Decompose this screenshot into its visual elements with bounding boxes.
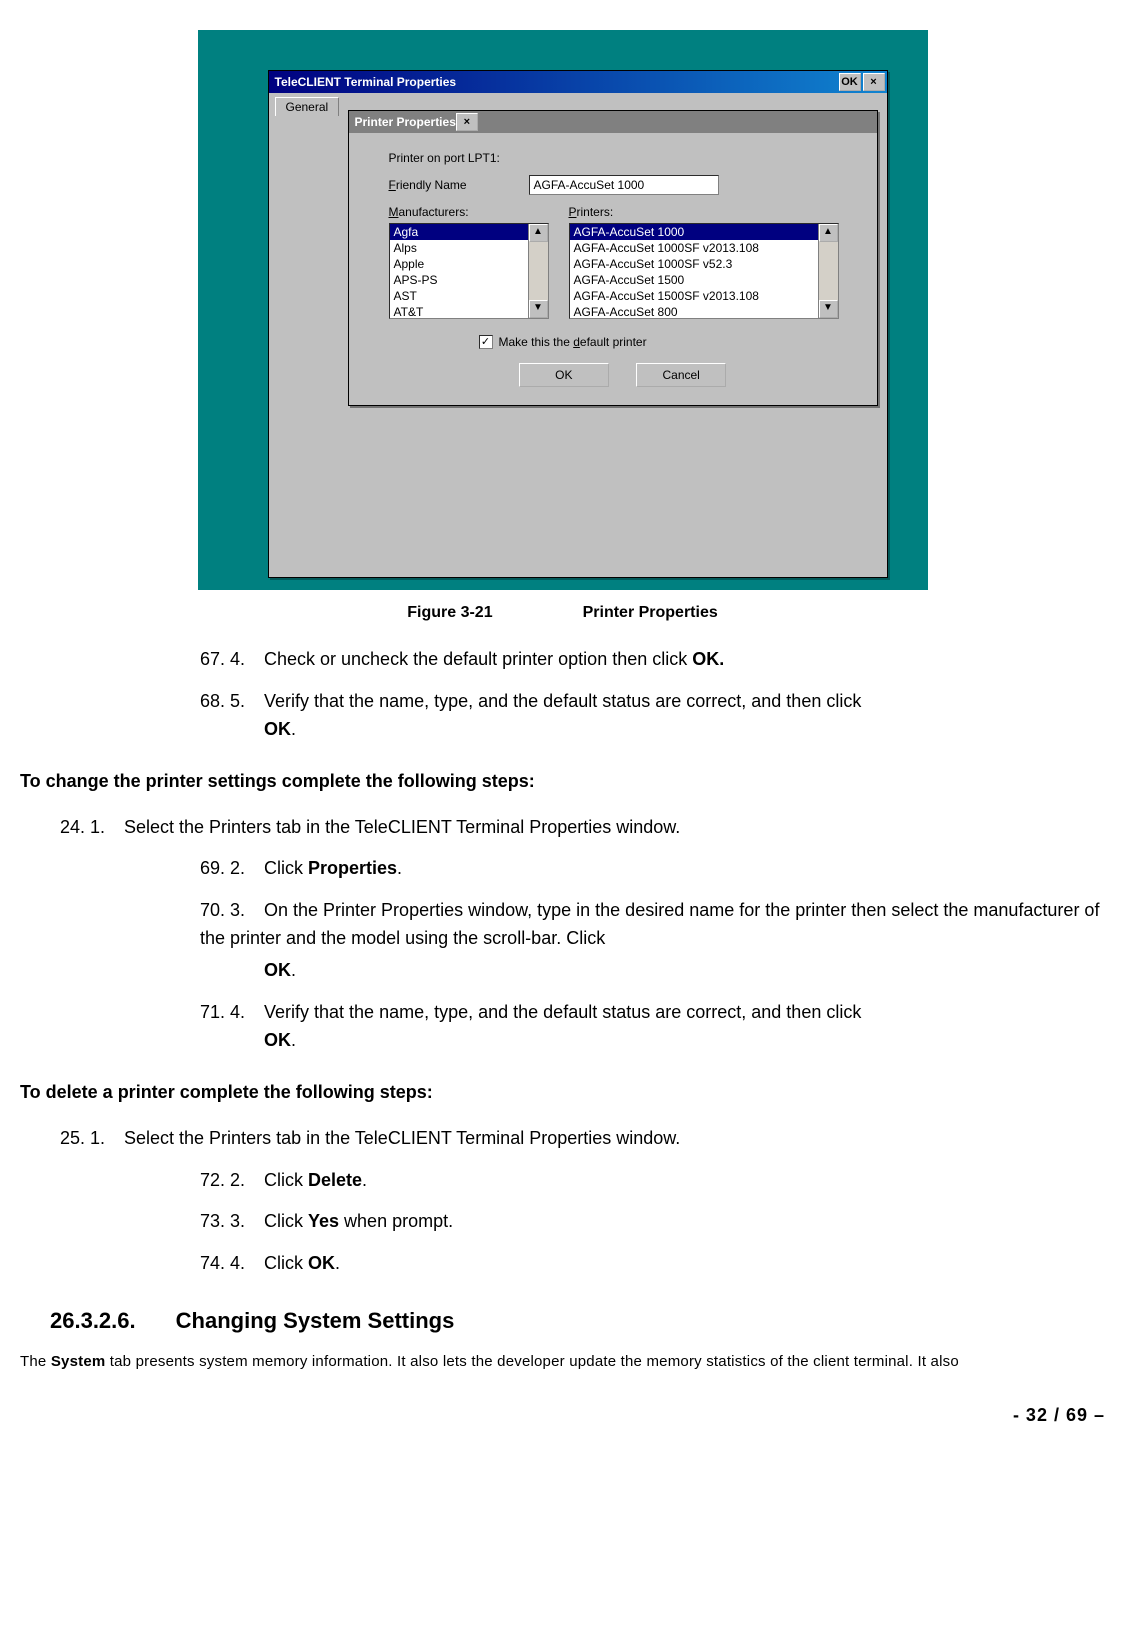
default-printer-label: Make this the default printer (499, 335, 647, 349)
printer-properties-dialog: Printer Properties × Printer on port LPT… (348, 110, 878, 406)
list-item[interactable]: AST (390, 288, 528, 304)
outer-titlebar: TeleCLIENT Terminal Properties OK × (269, 71, 887, 93)
screenshot-region: TeleCLIENT Terminal Properties OK × Gene… (198, 30, 928, 590)
list-item[interactable]: AGFA-AccuSet 1000SF v52.3 (570, 256, 818, 272)
manufacturers-listbox[interactable]: Agfa Alps Apple APS-PS AST AT&T ▲ (389, 223, 549, 319)
step-72: 72. 2.Click Delete. (200, 1167, 1105, 1195)
list-item[interactable]: AGFA-AccuSet 1000SF v2013.108 (570, 240, 818, 256)
manufacturers-label: Manufacturers: (389, 205, 549, 219)
friendly-name-label: Friendly Name (389, 178, 529, 192)
printers-listbox[interactable]: AGFA-AccuSet 1000 AGFA-AccuSet 1000SF v2… (569, 223, 839, 319)
outer-window-title: TeleCLIENT Terminal Properties (275, 75, 457, 89)
cancel-button[interactable]: Cancel (636, 363, 726, 387)
list-item[interactable]: Alps (390, 240, 528, 256)
scroll-up-icon[interactable]: ▲ (529, 224, 548, 242)
page-footer: - 32 / 69 – (20, 1402, 1105, 1430)
tab-general[interactable]: General (275, 97, 340, 116)
section-heading: 26.3.2.6.Changing System Settings (50, 1304, 1105, 1338)
friendly-name-input[interactable]: AGFA-AccuSet 1000 (529, 175, 719, 195)
list-item[interactable]: AGFA-AccuSet 1000 (570, 224, 818, 240)
step-69: 69. 2.Click Properties. (200, 855, 1105, 883)
inner-titlebar: Printer Properties × (349, 111, 877, 133)
default-printer-checkbox[interactable]: ✓ (479, 335, 493, 349)
list-item[interactable]: AGFA-AccuSet 1500 (570, 272, 818, 288)
step-71: 71. 4.Verify that the name, type, and th… (200, 999, 1105, 1055)
section-paragraph: The System tab presents system memory in… (20, 1350, 1105, 1373)
outer-close-button[interactable]: × (863, 73, 885, 91)
scroll-down-icon[interactable]: ▼ (819, 300, 838, 318)
step-74: 74. 4.Click OK. (200, 1250, 1105, 1278)
ok-button[interactable]: OK (519, 363, 609, 387)
scroll-down-icon[interactable]: ▼ (529, 300, 548, 318)
list-item[interactable]: AT&T (390, 304, 528, 318)
port-label: Printer on port LPT1: (389, 151, 529, 165)
step-70: 70. 3.On the Printer Properties window, … (200, 897, 1105, 985)
step-68: 68. 5.Verify that the name, type, and th… (200, 688, 1105, 744)
step-24: 24. 1.Select the Printers tab in the Tel… (60, 814, 1105, 842)
step-25: 25. 1.Select the Printers tab in the Tel… (60, 1125, 1105, 1153)
desktop-background: TeleCLIENT Terminal Properties OK × Gene… (198, 30, 928, 590)
list-item[interactable]: AGFA-AccuSet 1500SF v2013.108 (570, 288, 818, 304)
manufacturers-scrollbar[interactable]: ▲ ▼ (528, 224, 548, 318)
outer-ok-button[interactable]: OK (839, 73, 861, 91)
scroll-up-icon[interactable]: ▲ (819, 224, 838, 242)
printers-scrollbar[interactable]: ▲ ▼ (818, 224, 838, 318)
list-item[interactable]: Apple (390, 256, 528, 272)
heading-delete-printer: To delete a printer complete the followi… (20, 1079, 1105, 1107)
inner-close-button[interactable]: × (456, 113, 478, 131)
figure-caption: Figure 3-21Printer Properties (20, 604, 1105, 622)
inner-window-title: Printer Properties (355, 115, 456, 129)
list-item[interactable]: AGFA-AccuSet 800 (570, 304, 818, 318)
printers-label: Printers: (569, 205, 839, 219)
list-item[interactable]: APS-PS (390, 272, 528, 288)
heading-change-printer: To change the printer settings complete … (20, 768, 1105, 796)
step-73: 73. 3.Click Yes when prompt. (200, 1208, 1105, 1236)
step-67: 67. 4.Check or uncheck the default print… (200, 646, 1105, 674)
list-item[interactable]: Agfa (390, 224, 528, 240)
